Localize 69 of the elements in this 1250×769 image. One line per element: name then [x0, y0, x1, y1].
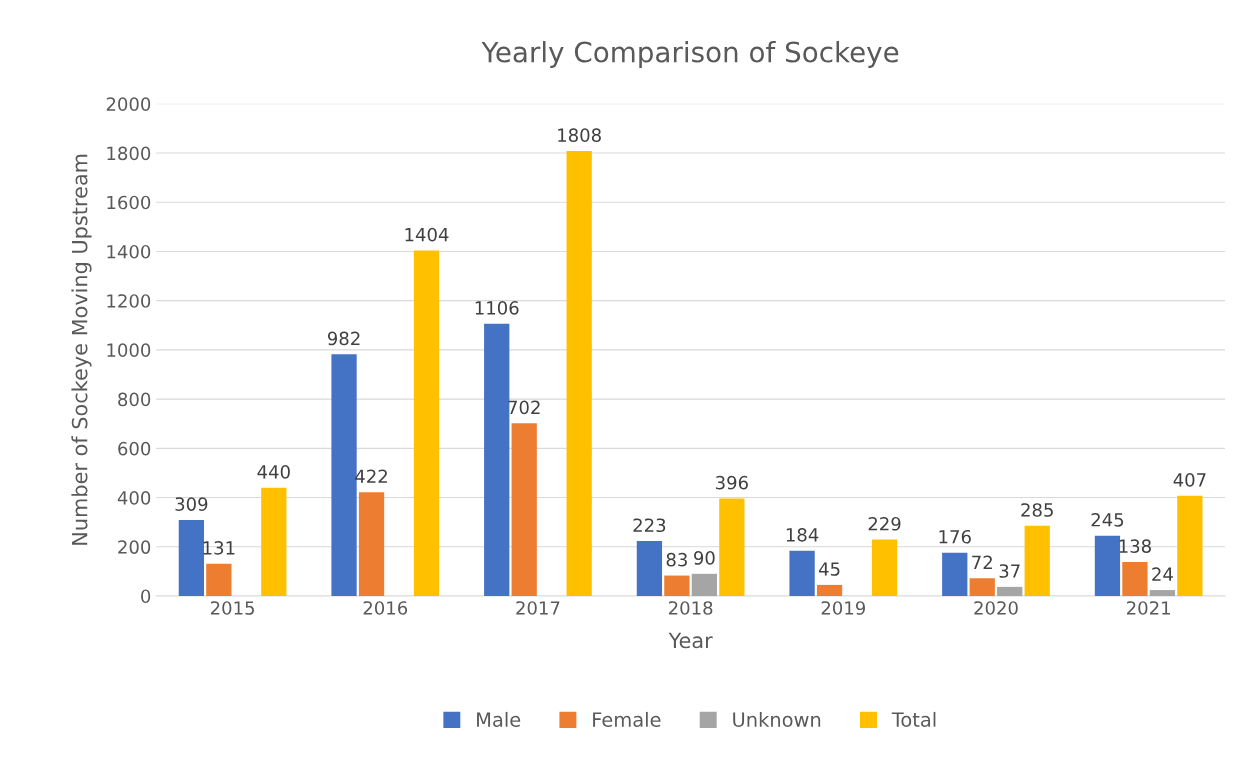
x-tick-label: 2019	[821, 601, 866, 615]
bar	[969, 578, 995, 596]
bar	[358, 492, 385, 596]
data-label: 982	[327, 331, 360, 346]
x-tick-label: 2017	[516, 601, 560, 615]
data-label: 440	[257, 464, 290, 479]
data-label: 1106	[475, 301, 519, 315]
data-label: 245	[1091, 512, 1124, 527]
y-tick-label: 1400	[107, 244, 151, 259]
bar	[511, 423, 537, 596]
data-label: 72	[972, 555, 992, 569]
bar	[1177, 495, 1203, 596]
data-label: 176	[939, 529, 971, 544]
bar	[871, 539, 898, 596]
bar	[1024, 525, 1050, 596]
y-tick-label: 800	[118, 392, 151, 407]
data-label: 229	[868, 516, 901, 531]
data-label: 1808	[558, 128, 601, 143]
y-tick-label: 1200	[107, 294, 151, 308]
data-label: 83	[666, 552, 687, 567]
data-label: 45	[818, 562, 840, 576]
y-tick-label: 1800	[107, 146, 151, 161]
x-tick-label: 2021	[1127, 601, 1170, 615]
bar	[206, 563, 232, 596]
legend-label: Male	[477, 711, 521, 727]
bar	[331, 354, 357, 596]
bar	[1122, 562, 1148, 596]
y-tick-label: 400	[117, 491, 151, 505]
data-label: 407	[1173, 473, 1206, 487]
x-tick-label: 2016	[363, 601, 408, 615]
data-label: 309	[175, 497, 208, 511]
data-label: 285	[1021, 503, 1053, 517]
legend-label: Unknown	[733, 711, 821, 727]
data-label: 90	[694, 551, 715, 565]
bar	[178, 519, 205, 596]
bar	[942, 552, 968, 596]
bar	[1094, 535, 1121, 596]
y-tick-label: 0	[141, 589, 151, 604]
x-tick-label: 2018	[668, 601, 713, 615]
x-axis-title: Year	[668, 632, 713, 649]
data-label: 184	[786, 527, 819, 542]
data-label: 24	[1152, 567, 1173, 581]
bar	[636, 541, 663, 596]
legend-label: Female	[593, 711, 661, 727]
y-axis-title: Number of Sockeye Moving Upstream	[71, 154, 92, 545]
bar	[719, 498, 745, 596]
bar	[997, 586, 1023, 596]
x-tick-label: 2020	[974, 601, 1018, 615]
bar	[1149, 590, 1176, 596]
legend-label: Total	[891, 711, 936, 727]
bar	[789, 550, 815, 596]
y-tick-label: 1000	[107, 343, 151, 358]
data-label: 223	[633, 518, 666, 533]
bar	[566, 151, 592, 596]
bar	[691, 573, 718, 596]
data-label: 396	[715, 475, 748, 490]
bar	[413, 250, 440, 596]
y-tick-label: 1600	[107, 195, 151, 210]
bar	[816, 584, 843, 596]
bar	[484, 323, 510, 596]
y-tick-label: 200	[118, 540, 151, 554]
data-label: 37	[999, 564, 1020, 578]
bar	[261, 487, 287, 596]
y-tick-label: 2000	[106, 97, 151, 111]
bar	[664, 575, 690, 596]
x-tick-label: 2015	[210, 601, 254, 615]
y-tick-label: 600	[118, 441, 151, 456]
chart-title: Yearly Comparison of Sockeye	[481, 41, 899, 68]
data-label: 1404	[405, 227, 449, 242]
